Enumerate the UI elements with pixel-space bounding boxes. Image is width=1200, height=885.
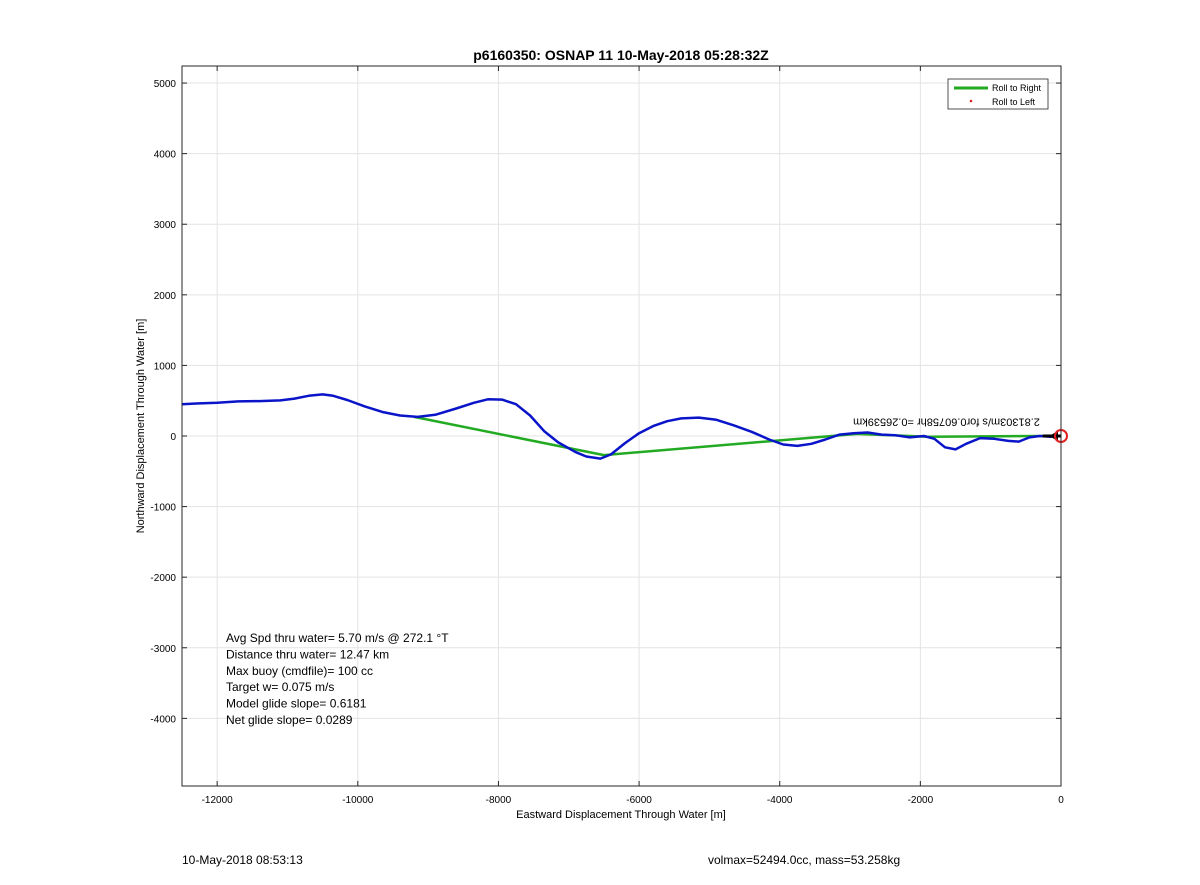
x-axis-label: Eastward Displacement Through Water [m] bbox=[516, 809, 726, 821]
legend-label-roll-right: Roll to Right bbox=[992, 83, 1042, 93]
stat-annotation: Target w= 0.075 m/s bbox=[226, 680, 334, 694]
grid bbox=[182, 66, 1062, 786]
plot-frame bbox=[181, 65, 1062, 787]
y-tick-label: -2000 bbox=[150, 573, 176, 584]
legend: Roll to Right Roll to Left bbox=[947, 78, 1049, 110]
y-tick-label: 3000 bbox=[154, 220, 177, 231]
vehicle-params-footer: volmax=52494.0cc, mass=53.258kg bbox=[708, 853, 901, 867]
x-tick-label: -10000 bbox=[342, 795, 374, 806]
x-tick-label: -2000 bbox=[908, 795, 934, 806]
stat-annotation: Net glide slope= 0.0289 bbox=[226, 713, 353, 727]
x-tick-label: -4000 bbox=[767, 795, 793, 806]
y-tick-label: -4000 bbox=[150, 714, 176, 725]
x-tick-label: 0 bbox=[1058, 795, 1064, 806]
stat-annotation: Model glide slope= 0.6181 bbox=[226, 697, 367, 711]
y-tick-label: -1000 bbox=[150, 503, 176, 514]
series-track-line bbox=[182, 393, 1061, 460]
axis-ticks: -12000 -10000 -8000 -6000 -4000 -2000 0-4000-3… bbox=[150, 66, 1064, 806]
legend-label-roll-left: Roll to Left bbox=[992, 97, 1036, 107]
timestamp-footer: 10-May-2018 08:53:13 bbox=[182, 853, 303, 867]
y-tick-label: 0 bbox=[170, 432, 176, 443]
y-axis-label: Northward Displacement Through Water [m] bbox=[135, 319, 147, 534]
stat-annotation: Avg Spd thru water= 5.70 m/s @ 272.1 °T bbox=[226, 631, 449, 645]
x-tick-label: -12000 bbox=[202, 795, 234, 806]
legend-box bbox=[947, 78, 1049, 110]
y-tick-label: 2000 bbox=[154, 291, 177, 302]
stat-annotation: Max buoy (cmdfile)= 100 cc bbox=[226, 664, 373, 678]
legend-swatch-roll-left bbox=[969, 99, 973, 103]
y-tick-label: -3000 bbox=[150, 644, 176, 655]
x-tick-label: -6000 bbox=[626, 795, 652, 806]
plot-area: 2.81303m/s for0.60758hr =0.26539km bbox=[182, 393, 1068, 460]
y-tick-label: 4000 bbox=[154, 150, 177, 161]
current-vector-label: 2.81303m/s for0.60758hr =0.26539km bbox=[853, 415, 1040, 427]
y-tick-label: 1000 bbox=[154, 361, 177, 372]
stat-annotation: Distance thru water= 12.47 km bbox=[226, 647, 389, 661]
x-tick-label: -8000 bbox=[486, 795, 512, 806]
chart-title: p6160350: OSNAP 11 10-May-2018 05:28:32Z bbox=[473, 47, 769, 63]
y-tick-label: 5000 bbox=[154, 79, 177, 90]
stats-annotations: Avg Spd thru water= 5.70 m/s @ 272.1 °T D… bbox=[226, 631, 449, 727]
